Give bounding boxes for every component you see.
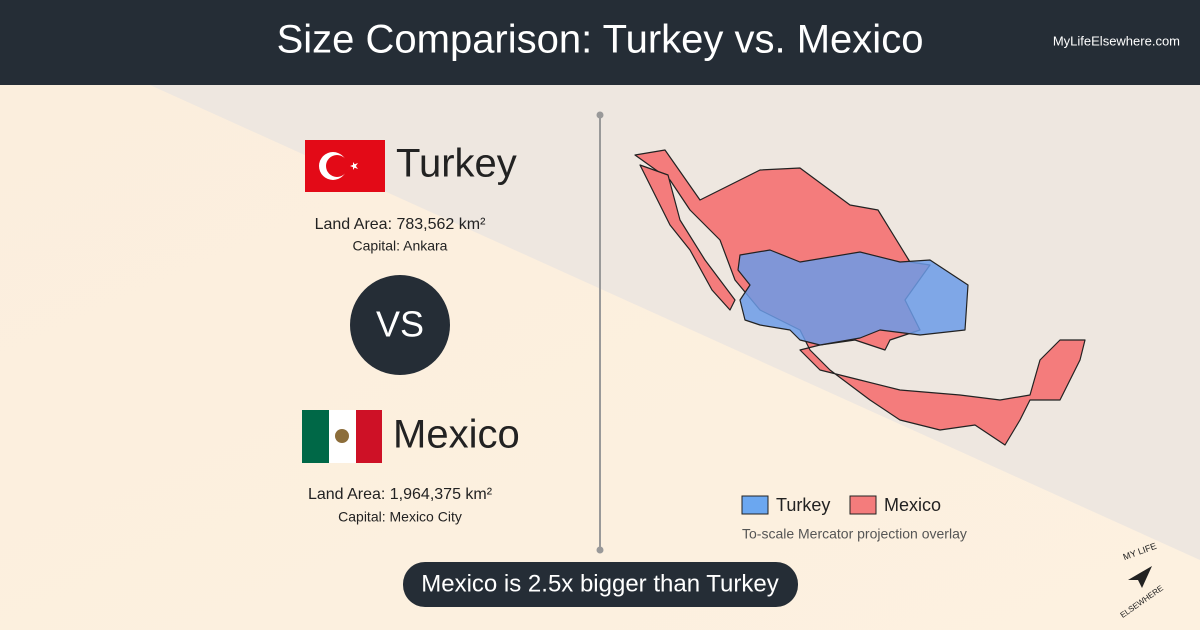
land-area: Land Area: 1,964,375 km² bbox=[308, 486, 493, 503]
legend-swatch bbox=[741, 495, 769, 515]
vs-text: VS bbox=[376, 304, 424, 345]
legend-note: To-scale Mercator projection overlay bbox=[742, 526, 967, 542]
turkey-shape bbox=[737, 249, 969, 346]
map bbox=[634, 149, 1086, 446]
legend-label: Turkey bbox=[776, 495, 830, 515]
title: Size Comparison: Turkey vs. Mexico bbox=[277, 18, 924, 62]
summary: Mexico is 2.5x bigger than Turkey bbox=[421, 570, 779, 597]
country-name: Mexico bbox=[393, 413, 520, 457]
background-band bbox=[150, 85, 1200, 560]
country-name: Turkey bbox=[396, 142, 517, 186]
turkey-flag bbox=[305, 140, 385, 192]
legend-swatch bbox=[849, 495, 877, 515]
land-area: Land Area: 783,562 km² bbox=[315, 216, 486, 233]
baja-california bbox=[639, 164, 736, 311]
divider-end bbox=[596, 111, 604, 119]
summary-pill bbox=[403, 562, 798, 607]
mexico-flag bbox=[302, 410, 382, 463]
header-bar bbox=[0, 0, 1200, 85]
vs-badge bbox=[350, 275, 450, 375]
logo-plane bbox=[1128, 566, 1152, 588]
site-name: MyLifeElsewhere.com bbox=[1053, 33, 1180, 48]
capital: Capital: Ankara bbox=[353, 238, 448, 254]
legend-label: Mexico bbox=[884, 495, 941, 515]
capital: Capital: Mexico City bbox=[338, 509, 462, 525]
divider-end bbox=[596, 546, 604, 554]
